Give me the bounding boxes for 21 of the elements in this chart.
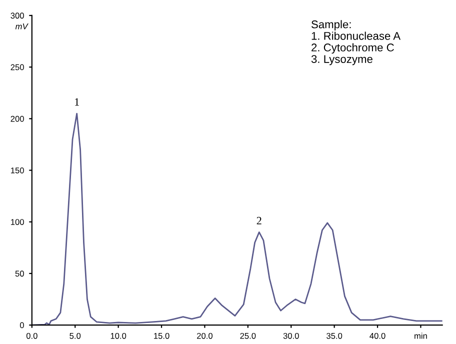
- y-tick-label: 200: [10, 116, 24, 122]
- y-axis-title: mV: [15, 24, 28, 30]
- annotation: Sample: 1. Ribonuclease A 2. Cytochrome C 3. Lysozyme: [311, 20, 401, 66]
- annotation: 1: [75, 98, 79, 106]
- x-tick-label: 10.0: [110, 332, 126, 339]
- y-tick-label: 0: [20, 322, 24, 328]
- x-tick-label: 35.0: [326, 332, 342, 339]
- x-tick-label: 15.0: [154, 332, 170, 339]
- x-tick-label: min: [414, 332, 427, 339]
- y-tick-label: 100: [11, 219, 24, 225]
- y-tick-label: 250: [10, 64, 24, 70]
- x-tick-label: 40.0: [370, 332, 386, 339]
- y-tick-label: 150: [11, 167, 24, 174]
- x-tick-label: 20.0: [197, 332, 213, 339]
- x-tick-label: 30.0: [283, 332, 299, 339]
- y-tick-label: 50: [15, 270, 24, 277]
- x-tick-label: 5.0: [70, 332, 81, 339]
- x-tick-label: 0.0: [26, 332, 38, 339]
- y-tick-label: 300: [10, 12, 24, 19]
- annotation: 2: [256, 216, 262, 224]
- x-tick-label: 25.0: [240, 332, 256, 339]
